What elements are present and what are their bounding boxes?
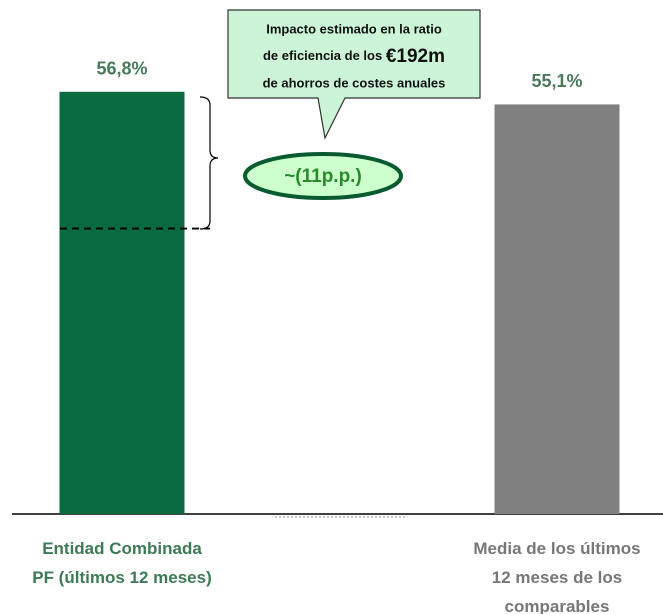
x-tick-label: Media de los últimos 12 meses de los com… [473, 539, 641, 614]
callout-highlight: €192m [386, 46, 445, 67]
gap-label: ~(11p.p.) [284, 166, 362, 187]
bar [59, 91, 185, 514]
brace [199, 96, 219, 230]
callout-line: de eficiencia de los [263, 48, 382, 63]
callout-line: de eficiencia de los €192m [263, 46, 445, 67]
callout-line: de ahorros de costes anuales [263, 75, 446, 90]
value-label: 56,8% [96, 59, 147, 79]
value-label: 55,1% [531, 71, 582, 91]
bar [494, 104, 620, 514]
gap-oval [243, 152, 403, 200]
x-tick-label: Entidad Combinada PF (últimos 12 meses) [32, 539, 212, 587]
callout [227, 9, 481, 140]
callout-line: Impacto estimado en la ratio [266, 21, 442, 36]
